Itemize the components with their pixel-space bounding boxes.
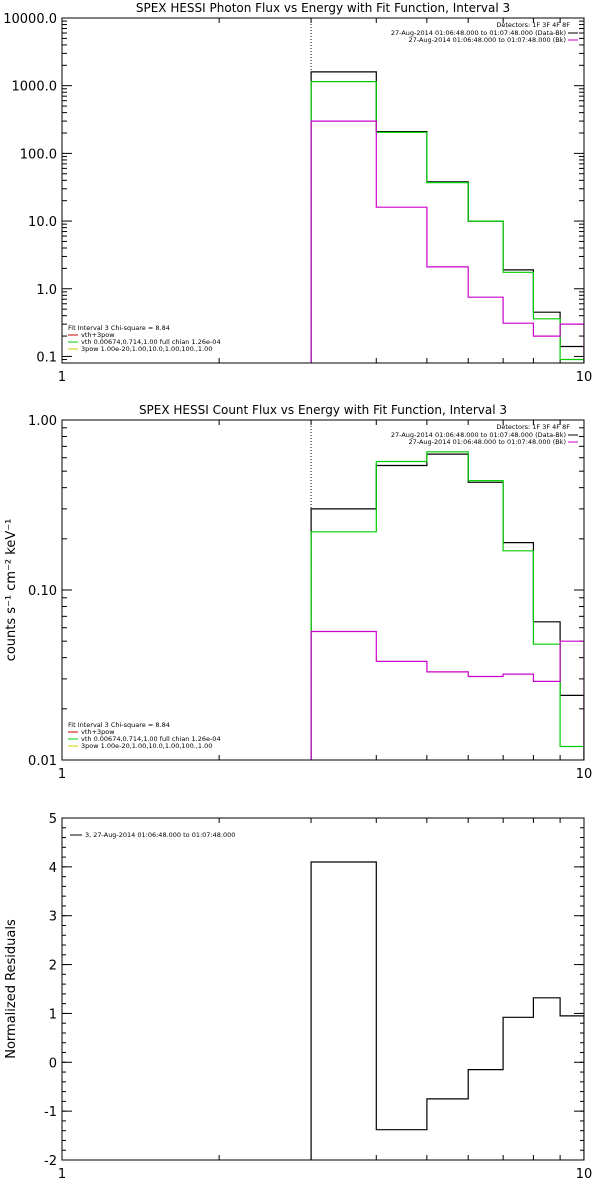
y-tick-label: 1.0 — [36, 283, 57, 298]
y-tick-label: -2 — [44, 1154, 57, 1169]
legend-bottom: Fit Interval 3 Chi-square = 8.84vth+3pow… — [68, 721, 221, 750]
legend-entry-label: 27-Aug-2014 01:06:48.000 to 01:07:48.000… — [409, 438, 566, 446]
legend-header: Fit Interval 3 Chi-square = 8.84 — [68, 324, 170, 332]
y-tick-label: 5 — [49, 812, 57, 827]
y-tick-label: 3 — [49, 910, 57, 925]
legend-entry-label: 3pow 1.00e-20,1.00,10.0,1.00,100.,1.00 — [81, 345, 212, 353]
legend-entry-label: 27-Aug-2014 01:06:48.000 to 01:07:48.000… — [409, 36, 566, 44]
chart-panel-1: SPEX HESSI Photon Flux vs Energy with Fi… — [3, 1, 592, 385]
chart-panel-2: SPEX HESSI Count Flux vs Energy with Fit… — [4, 403, 592, 782]
y-axis-label: Normalized Residuals — [4, 919, 19, 1059]
legend-entry-label: 3, 27-Aug-2014 01:06:48.000 to 01:07:48.… — [85, 831, 235, 839]
x-tick-label: 1 — [58, 370, 66, 385]
series-line-data-bk — [310, 71, 584, 363]
series-group — [310, 861, 584, 1160]
plot-frame — [61, 419, 585, 761]
y-tick-label: 2 — [49, 959, 57, 974]
chart-panel-3: 1 10 -2 -1 0 1 2 3 4 5 Normalized Residuals 3, 27-A… — [4, 812, 592, 1182]
series-group — [310, 451, 584, 760]
legend: 3, 27-Aug-2014 01:06:48.000 to 01:07:48.… — [70, 831, 235, 839]
series-line-bk — [310, 120, 584, 363]
x-tick-label: 10 — [576, 370, 593, 385]
x-tick-label: 1 — [58, 1167, 66, 1182]
legend-entry-label: 27-Aug-2014 01:06:48.000 to 01:07:48.000… — [391, 431, 566, 439]
plot-frame — [61, 817, 585, 1161]
series-group — [310, 71, 584, 363]
chart-title: SPEX HESSI Photon Flux vs Energy with Fi… — [136, 1, 510, 15]
series-line-residuals — [310, 861, 584, 1160]
y-axis-label: counts s⁻¹ cm⁻² keV⁻¹ — [4, 519, 19, 662]
y-tick-label: 1.00 — [28, 414, 57, 429]
legend-entry-label: vth 0.00674,0.714,1.00 full chian 1.26e-… — [81, 735, 221, 743]
legend-entry-label: vth+3pow — [81, 728, 115, 736]
series-line-fit — [310, 80, 584, 363]
legend-entry-label: vth 0.00674,0.714,1.00 full chian 1.26e-… — [81, 338, 221, 346]
y-tick-label: 0.10 — [28, 584, 57, 599]
y-tick-label: 0.1 — [36, 350, 57, 365]
x-tick-label: 1 — [58, 767, 66, 782]
series-line-bk — [310, 630, 584, 760]
series-line-data-bk — [310, 453, 584, 760]
legend-entry-label: vth+3pow — [81, 331, 115, 339]
y-tick-label: 1000.0 — [12, 80, 58, 95]
y-tick-label: 10000.0 — [3, 12, 57, 27]
y-tick-label: 0 — [49, 1056, 57, 1071]
y-tick-label: 4 — [49, 861, 57, 876]
plot-frame — [61, 17, 585, 364]
chart-title: SPEX HESSI Count Flux vs Energy with Fit… — [139, 403, 507, 417]
y-tick-label: 0.01 — [28, 754, 57, 769]
x-tick-label: 10 — [576, 767, 593, 782]
legend-entry-label: 27-Aug-2014 01:06:48.000 to 01:07:48.000… — [391, 29, 566, 37]
legend-header: Fit Interval 3 Chi-square = 8.84 — [68, 721, 170, 729]
x-tick-label: 10 — [576, 1167, 593, 1182]
y-tick-label: 100.0 — [20, 147, 57, 162]
legend-header: Detectors: 1F 3F 4F 8F — [496, 423, 570, 431]
legend-header: Detectors: 1F 3F 4F 8F — [496, 21, 570, 29]
y-tick-label: 10.0 — [28, 215, 57, 230]
legend-entry-label: 3pow 1.00e-20,1.00,10.0,1.00,100.,1.00 — [81, 742, 212, 750]
legend-bottom: Fit Interval 3 Chi-square = 8.84vth+3pow… — [68, 324, 221, 353]
series-line-fit — [310, 451, 584, 760]
y-tick-label: -1 — [44, 1105, 57, 1120]
y-tick-label: 1 — [49, 1007, 57, 1022]
